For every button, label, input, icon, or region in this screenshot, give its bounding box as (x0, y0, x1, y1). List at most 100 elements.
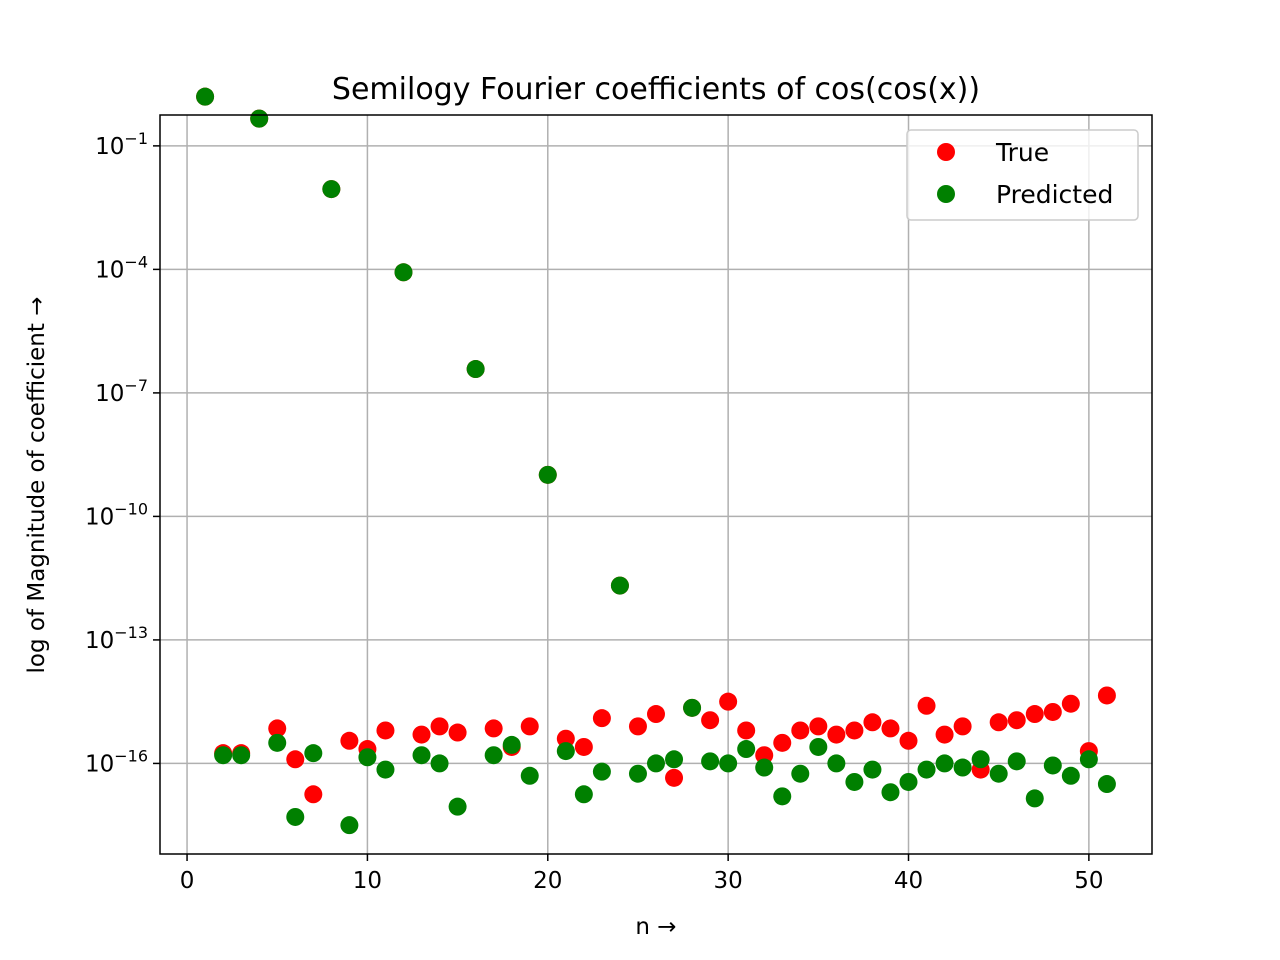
data-point-true (773, 733, 792, 752)
data-point-true (1007, 711, 1026, 730)
data-point-predicted (286, 807, 305, 826)
data-point-predicted (592, 762, 611, 781)
data-point-predicted (665, 750, 684, 769)
data-point-predicted (574, 785, 593, 804)
data-point-predicted (881, 783, 900, 802)
y-tick-label: 10−13 (85, 623, 148, 654)
data-point-predicted (502, 735, 521, 754)
data-point-predicted (809, 737, 828, 756)
data-point-predicted (538, 465, 557, 484)
data-point-predicted (899, 772, 918, 791)
data-point-predicted (701, 752, 720, 771)
y-tick-label: 10−10 (85, 499, 148, 530)
data-point-true (304, 785, 323, 804)
data-point-predicted (845, 772, 864, 791)
data-point-true (592, 709, 611, 728)
data-point-true (628, 717, 647, 736)
x-axis-ticks: 0 10 20 30 40 50 (180, 854, 1104, 894)
data-point-true (809, 717, 828, 736)
data-point-predicted (448, 797, 467, 816)
data-point-predicted (214, 746, 233, 765)
x-tick-label: 10 (353, 868, 382, 894)
x-tick-label: 0 (180, 868, 195, 894)
data-point-true (899, 731, 918, 750)
data-point-predicted (250, 109, 269, 128)
data-point-predicted (1007, 752, 1026, 771)
data-point-predicted (737, 740, 756, 759)
data-point-true (1043, 702, 1062, 721)
data-point-true (791, 721, 810, 740)
chart-title: Semilogy Fourier coefficients of cos(cos… (332, 72, 980, 107)
data-point-true (827, 725, 846, 744)
data-point-predicted (1043, 756, 1062, 775)
data-point-predicted (232, 746, 251, 765)
data-point-true (665, 768, 684, 787)
data-point-predicted (1097, 775, 1116, 794)
data-point-true (574, 737, 593, 756)
data-point-predicted (268, 733, 287, 752)
data-point-predicted (953, 758, 972, 777)
data-point-predicted (610, 576, 629, 595)
data-point-predicted (412, 746, 431, 765)
data-point-predicted (466, 360, 485, 379)
data-point-predicted (647, 754, 665, 773)
data-point-predicted (196, 87, 215, 106)
data-point-predicted (755, 758, 774, 777)
data-point-predicted (520, 766, 539, 785)
data-point-predicted (1061, 766, 1080, 785)
data-point-true (268, 719, 287, 738)
data-point-predicted (683, 698, 702, 717)
plot-area (160, 115, 1152, 854)
y-axis-ticks: 10−1 10−4 10−7 10−10 10−13 10−16 (85, 129, 160, 777)
data-point-predicted (827, 754, 846, 773)
data-point-predicted (1025, 789, 1044, 808)
data-point-true (755, 746, 774, 765)
data-point-predicted (773, 787, 792, 806)
data-point-true (737, 721, 756, 740)
data-point-true (719, 692, 738, 711)
data-point-predicted (376, 760, 395, 779)
data-point-true (520, 717, 539, 736)
data-point-predicted (989, 764, 1008, 783)
data-point-true (376, 721, 395, 740)
y-tick-label: 10−7 (95, 376, 148, 407)
plot-frame (159, 114, 1153, 855)
x-tick-label: 30 (714, 868, 743, 894)
data-point-predicted (971, 750, 990, 769)
data-point-predicted (340, 816, 359, 835)
data-point-true (935, 725, 954, 744)
data-point-predicted (917, 760, 936, 779)
data-point-true (881, 719, 900, 738)
data-point-true (845, 721, 864, 740)
data-point-predicted (430, 754, 449, 773)
data-point-predicted (322, 180, 341, 199)
y-tick-label: 10−16 (85, 746, 148, 777)
data-point-true (484, 719, 503, 738)
data-point-true (1025, 705, 1044, 724)
x-axis-label: n → (635, 914, 676, 940)
data-point-predicted (394, 263, 413, 282)
y-tick-label: 10−1 (95, 129, 148, 160)
legend-label-predicted: Predicted (996, 180, 1113, 209)
data-point-predicted (719, 754, 738, 773)
y-tick-label: 10−4 (95, 252, 148, 283)
y-axis-label: log of Magnitude of coefficient → (24, 297, 50, 674)
legend-box (906, 129, 1139, 221)
data-point-true (701, 711, 720, 730)
data-point-true (953, 717, 972, 736)
series-predicted (196, 87, 1116, 835)
data-point-predicted (484, 746, 503, 765)
legend: True Predicted (906, 129, 1139, 221)
x-tick-label: 40 (894, 868, 923, 894)
data-point-true (863, 713, 882, 732)
data-point-true (556, 729, 575, 748)
legend-label-true: True (995, 138, 1049, 167)
grid (160, 115, 1152, 854)
data-point-true (917, 696, 936, 715)
data-point-true (1061, 694, 1080, 713)
data-point-true (1097, 686, 1116, 705)
data-point-predicted (1079, 750, 1098, 769)
data-point-true (989, 713, 1008, 732)
x-tick-label: 20 (533, 868, 562, 894)
x-tick-label: 50 (1074, 868, 1103, 894)
